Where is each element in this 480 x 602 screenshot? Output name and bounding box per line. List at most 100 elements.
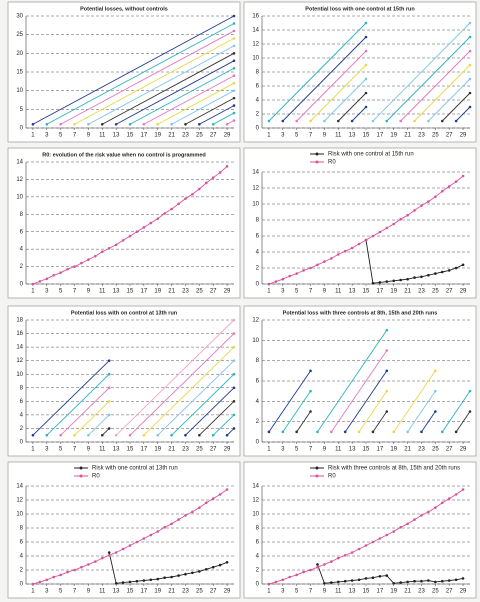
x-tick-label: 23 (182, 289, 189, 295)
point (128, 544, 132, 547)
point (225, 488, 229, 491)
point (343, 430, 347, 434)
point (371, 119, 375, 123)
point (392, 430, 396, 434)
y-tick-label: 2 (20, 568, 24, 574)
point (385, 410, 389, 413)
y-tick-label: 6 (20, 399, 24, 405)
point (59, 433, 62, 437)
panel (7, 305, 241, 457)
legend-label: R0 (328, 160, 336, 166)
x-tick-label: 5 (59, 289, 63, 295)
x-tick-label: 1 (267, 447, 271, 453)
y-tick-label: 2 (20, 426, 24, 432)
point (274, 580, 278, 584)
point (413, 209, 416, 212)
series-line (268, 22, 367, 122)
x-tick-label: 7 (309, 289, 313, 295)
point (434, 410, 437, 413)
y-tick-label: 14 (252, 170, 259, 176)
y-tick-label: 0 (20, 440, 24, 446)
y-tick-label: 6 (256, 379, 260, 385)
legend-marker (79, 466, 83, 470)
point (364, 49, 368, 53)
point (267, 282, 271, 286)
point (288, 274, 292, 278)
point (420, 514, 423, 517)
x-tick-label: 29 (224, 289, 231, 295)
point (232, 427, 236, 430)
point (66, 267, 69, 271)
point (135, 230, 139, 234)
point (323, 563, 326, 566)
point (434, 580, 437, 584)
x-tick-label: 1 (267, 289, 271, 295)
y-tick-label: 10 (252, 202, 259, 208)
point (309, 410, 312, 413)
point (232, 74, 236, 78)
y-tick-label: 14 (252, 484, 259, 490)
point (468, 91, 472, 95)
series-line (212, 112, 235, 125)
y-tick-label: 0 (256, 582, 260, 588)
point (364, 238, 368, 242)
y-tick-label: 12 (252, 42, 259, 48)
legend-marker (315, 160, 319, 164)
x-tick-label: 27 (210, 447, 217, 453)
point (135, 579, 139, 583)
y-tick-label: 2 (256, 419, 260, 425)
point (364, 91, 368, 95)
y-tick-label: 18 (16, 318, 23, 324)
x-tick-label: 15 (363, 447, 370, 453)
point (177, 574, 180, 577)
x-tick-label: 7 (309, 589, 313, 595)
point (267, 430, 271, 434)
y-tick-label: 16 (252, 14, 259, 20)
point (336, 119, 340, 123)
y-tick-label: 8 (256, 526, 260, 532)
point (399, 278, 402, 282)
y-tick-label: 12 (252, 318, 259, 324)
y-tick-label: 10 (16, 372, 23, 378)
point (170, 433, 173, 437)
point (31, 433, 35, 437)
point (378, 230, 382, 234)
point (350, 579, 354, 582)
point (114, 551, 118, 554)
point (302, 570, 305, 574)
point (177, 202, 180, 206)
x-tick-label: 9 (323, 289, 327, 295)
point (406, 430, 409, 434)
series-line (400, 50, 471, 122)
chart-title: Potential loss with on control at 13th r… (71, 310, 178, 316)
point (191, 192, 194, 196)
series-line (282, 390, 311, 433)
point (128, 580, 132, 584)
series-line (199, 401, 235, 436)
panel (7, 147, 241, 299)
point (364, 63, 368, 67)
x-tick-label: 7 (73, 447, 77, 453)
x-tick-label: 3 (45, 589, 49, 595)
series-line (351, 106, 367, 122)
point (142, 122, 146, 126)
x-tick-label: 29 (460, 589, 467, 595)
point (364, 35, 368, 39)
legend-marker (315, 466, 319, 470)
point (114, 122, 118, 126)
x-tick-label: 1 (31, 289, 35, 295)
y-tick-label: 4 (20, 554, 24, 560)
point (107, 372, 111, 376)
legend-label: Risk with one control at 15th run (328, 152, 414, 158)
legend-label: Risk with one control at 13th run (92, 466, 178, 472)
point (330, 581, 333, 584)
point (80, 565, 83, 569)
y-tick-label: 6 (256, 540, 260, 546)
x-tick-label: 23 (418, 133, 425, 139)
point (38, 580, 42, 584)
point (385, 389, 389, 393)
x-tick-label: 27 (446, 289, 453, 295)
point (114, 433, 118, 437)
point (350, 246, 354, 250)
